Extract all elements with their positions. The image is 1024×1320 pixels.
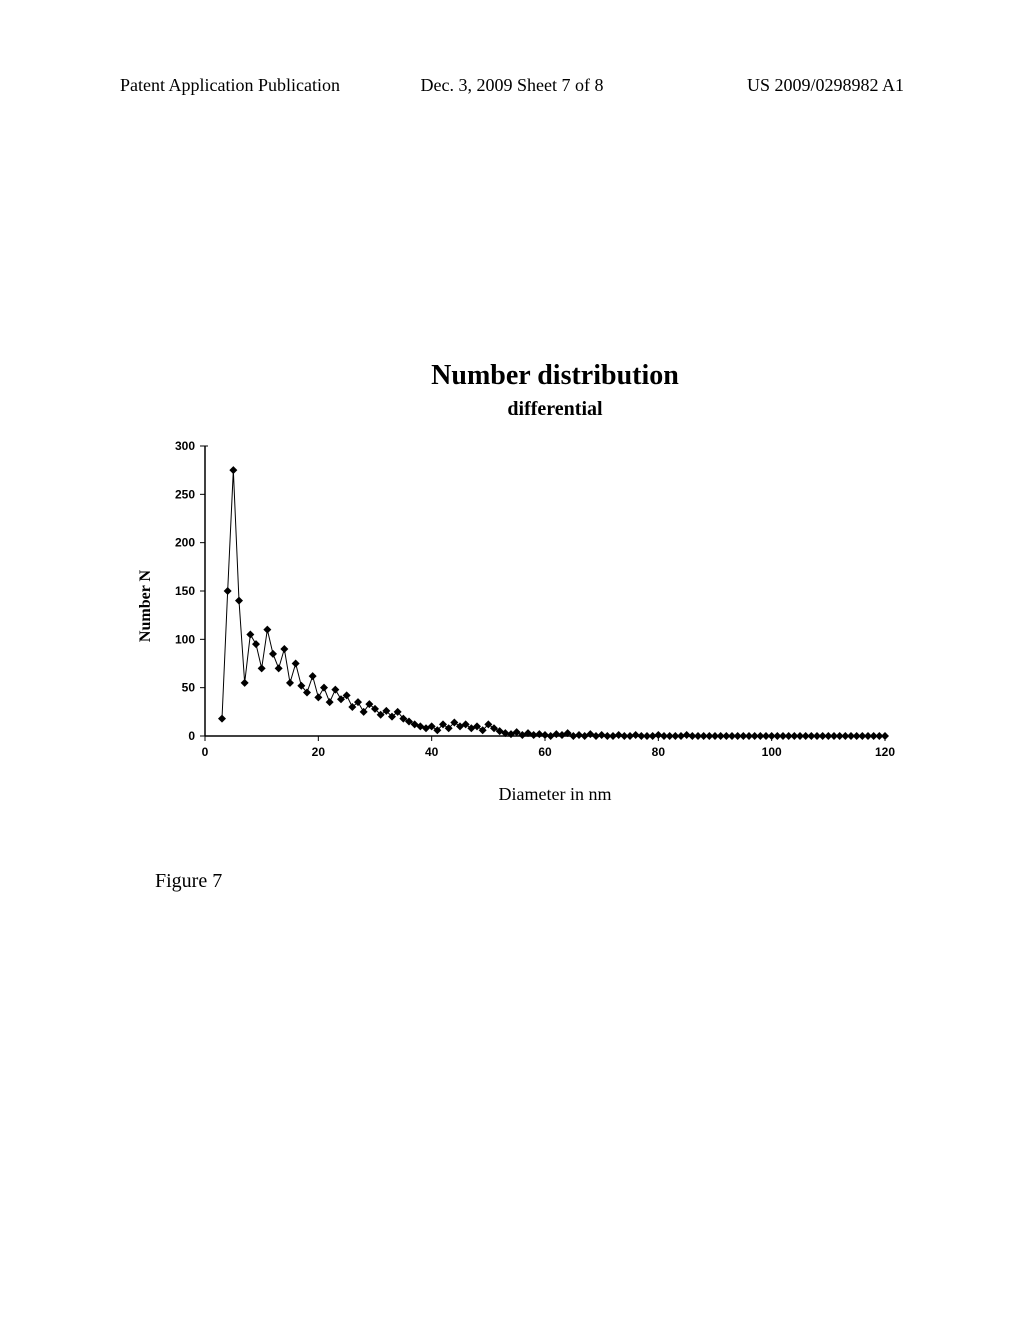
header-publication-type: Patent Application Publication (120, 75, 340, 96)
chart-subtitle: differential (145, 398, 905, 421)
svg-text:60: 60 (538, 745, 552, 759)
header-date-sheet: Dec. 3, 2009 Sheet 7 of 8 (421, 75, 604, 96)
chart-plot: 0 50 100 150 200 250 300 0 20 40 60 80 100 120 (145, 436, 905, 776)
page-header: Patent Application Publication Dec. 3, 2… (0, 75, 1024, 96)
svg-text:300: 300 (175, 439, 195, 453)
chart-area: Number N 0501001502002503000204060801001… (145, 436, 905, 776)
svg-text:80: 80 (652, 745, 666, 759)
x-axis-label: Diameter in nm (145, 784, 905, 805)
chart-title: Number distribution (145, 360, 905, 392)
svg-text:0: 0 (202, 745, 209, 759)
chart-container: Number distribution differential Number … (145, 360, 905, 805)
svg-text:40: 40 (425, 745, 439, 759)
svg-text:0: 0 (188, 729, 195, 743)
svg-text:150: 150 (175, 584, 195, 598)
svg-text:50: 50 (182, 681, 196, 695)
svg-text:20: 20 (312, 745, 326, 759)
svg-text:120: 120 (875, 745, 895, 759)
svg-text:200: 200 (175, 536, 195, 550)
figure-caption: Figure 7 (155, 870, 222, 893)
svg-text:100: 100 (762, 745, 782, 759)
header-patent-number: US 2009/0298982 A1 (747, 75, 904, 96)
svg-text:250: 250 (175, 487, 195, 501)
y-axis-label: Number N (137, 570, 155, 642)
svg-text:100: 100 (175, 632, 195, 646)
